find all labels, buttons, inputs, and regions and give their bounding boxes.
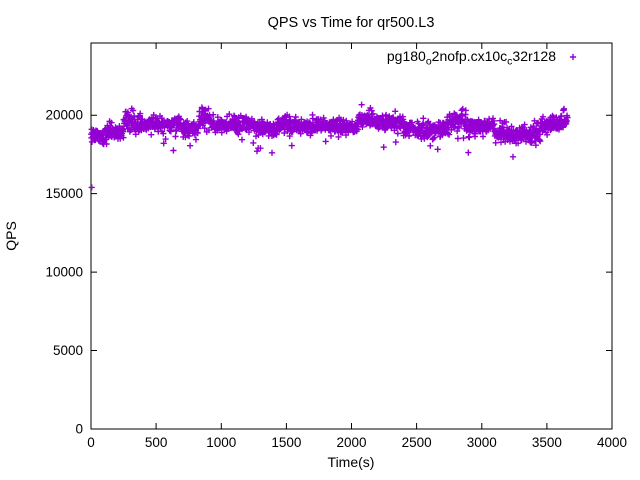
x-tick-label: 1000 — [206, 435, 236, 450]
x-axis-label: Time(s) — [328, 454, 375, 470]
y-tick-label: 5000 — [53, 343, 83, 358]
y-tick-label: 20000 — [45, 108, 83, 123]
x-tick-label: 0 — [87, 435, 95, 450]
chart-title: QPS vs Time for qr500.L3 — [268, 15, 435, 31]
legend-marker-plus-icon — [569, 53, 577, 61]
legend: pg180o2nofp.cx10cc32r128 — [387, 48, 577, 68]
scatter-points — [88, 101, 571, 191]
legend-series-label: pg180o2nofp.cx10cc32r128 — [387, 48, 556, 68]
x-tick-label: 2500 — [402, 435, 432, 450]
axis-ticks — [90, 43, 613, 430]
x-tick-label: 3500 — [532, 435, 562, 450]
y-tick-label: 10000 — [45, 265, 83, 280]
y-tick-label: 15000 — [45, 186, 83, 201]
x-tick-label: 1500 — [271, 435, 301, 450]
x-tick-label: 4000 — [597, 435, 627, 450]
x-tick-label: 3000 — [467, 435, 497, 450]
x-tick-label: 500 — [145, 435, 168, 450]
plot-area: 0 500 1000 1500 2000 2500 3000 3500 4000 0 5000 100… — [45, 42, 627, 450]
y-axis-label: QPS — [3, 221, 19, 251]
x-tick-label: 2000 — [336, 435, 366, 450]
y-tick-label: 0 — [75, 422, 83, 437]
